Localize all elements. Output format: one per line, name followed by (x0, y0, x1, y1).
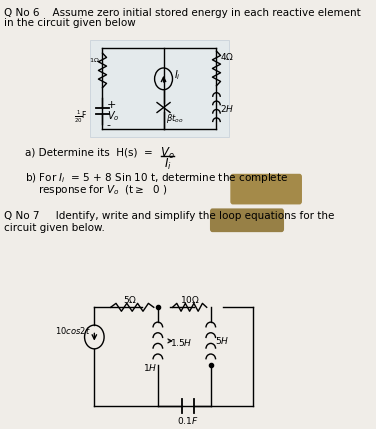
FancyBboxPatch shape (210, 208, 284, 232)
Text: $\frac{1}{20}$F: $\frac{1}{20}$F (74, 109, 88, 126)
Text: $1.5H$: $1.5H$ (170, 338, 193, 348)
Text: $5\Omega$: $5\Omega$ (123, 294, 137, 305)
Text: -: - (106, 121, 111, 130)
Text: circuit given below.: circuit given below. (4, 223, 105, 233)
Text: in the circuit given below: in the circuit given below (4, 18, 136, 28)
Text: Q No 7     Identify, write and simplify the loop equations for the: Q No 7 Identify, write and simplify the … (4, 211, 334, 221)
Text: $_{1\Omega}$: $_{1\Omega}$ (89, 56, 99, 65)
Text: $V_o$: $V_o$ (160, 146, 175, 161)
Text: $10\Omega$: $10\Omega$ (180, 294, 200, 305)
Text: $10cos2t$: $10cos2t$ (55, 325, 90, 336)
FancyBboxPatch shape (90, 40, 229, 137)
Text: $1H$: $1H$ (143, 362, 158, 373)
Text: Q No 6    Assume zero initial stored energy in each reactive element: Q No 6 Assume zero initial stored energy… (4, 8, 361, 18)
Text: response for $V_o$  (t$\geq$  0 ): response for $V_o$ (t$\geq$ 0 ) (25, 183, 167, 196)
Text: $4\Omega$: $4\Omega$ (220, 51, 234, 62)
Text: +: + (106, 100, 116, 109)
FancyBboxPatch shape (230, 174, 302, 205)
Text: $2H$: $2H$ (220, 103, 234, 114)
Text: b) For $I_i$  = 5 + 8 Sin 10 t, determine the complete: b) For $I_i$ = 5 + 8 Sin 10 t, determine… (25, 171, 288, 185)
Text: $\beta t_{oo}$: $\beta t_{oo}$ (166, 112, 183, 125)
Text: $V_o$: $V_o$ (106, 109, 119, 123)
Text: a) Determine its  H(s)  =: a) Determine its H(s) = (25, 147, 153, 157)
Text: $I_i$: $I_i$ (174, 68, 181, 82)
Text: $5H$: $5H$ (215, 335, 229, 346)
Text: $0.1F$: $0.1F$ (177, 415, 199, 426)
Text: $I_i$: $I_i$ (164, 157, 171, 172)
